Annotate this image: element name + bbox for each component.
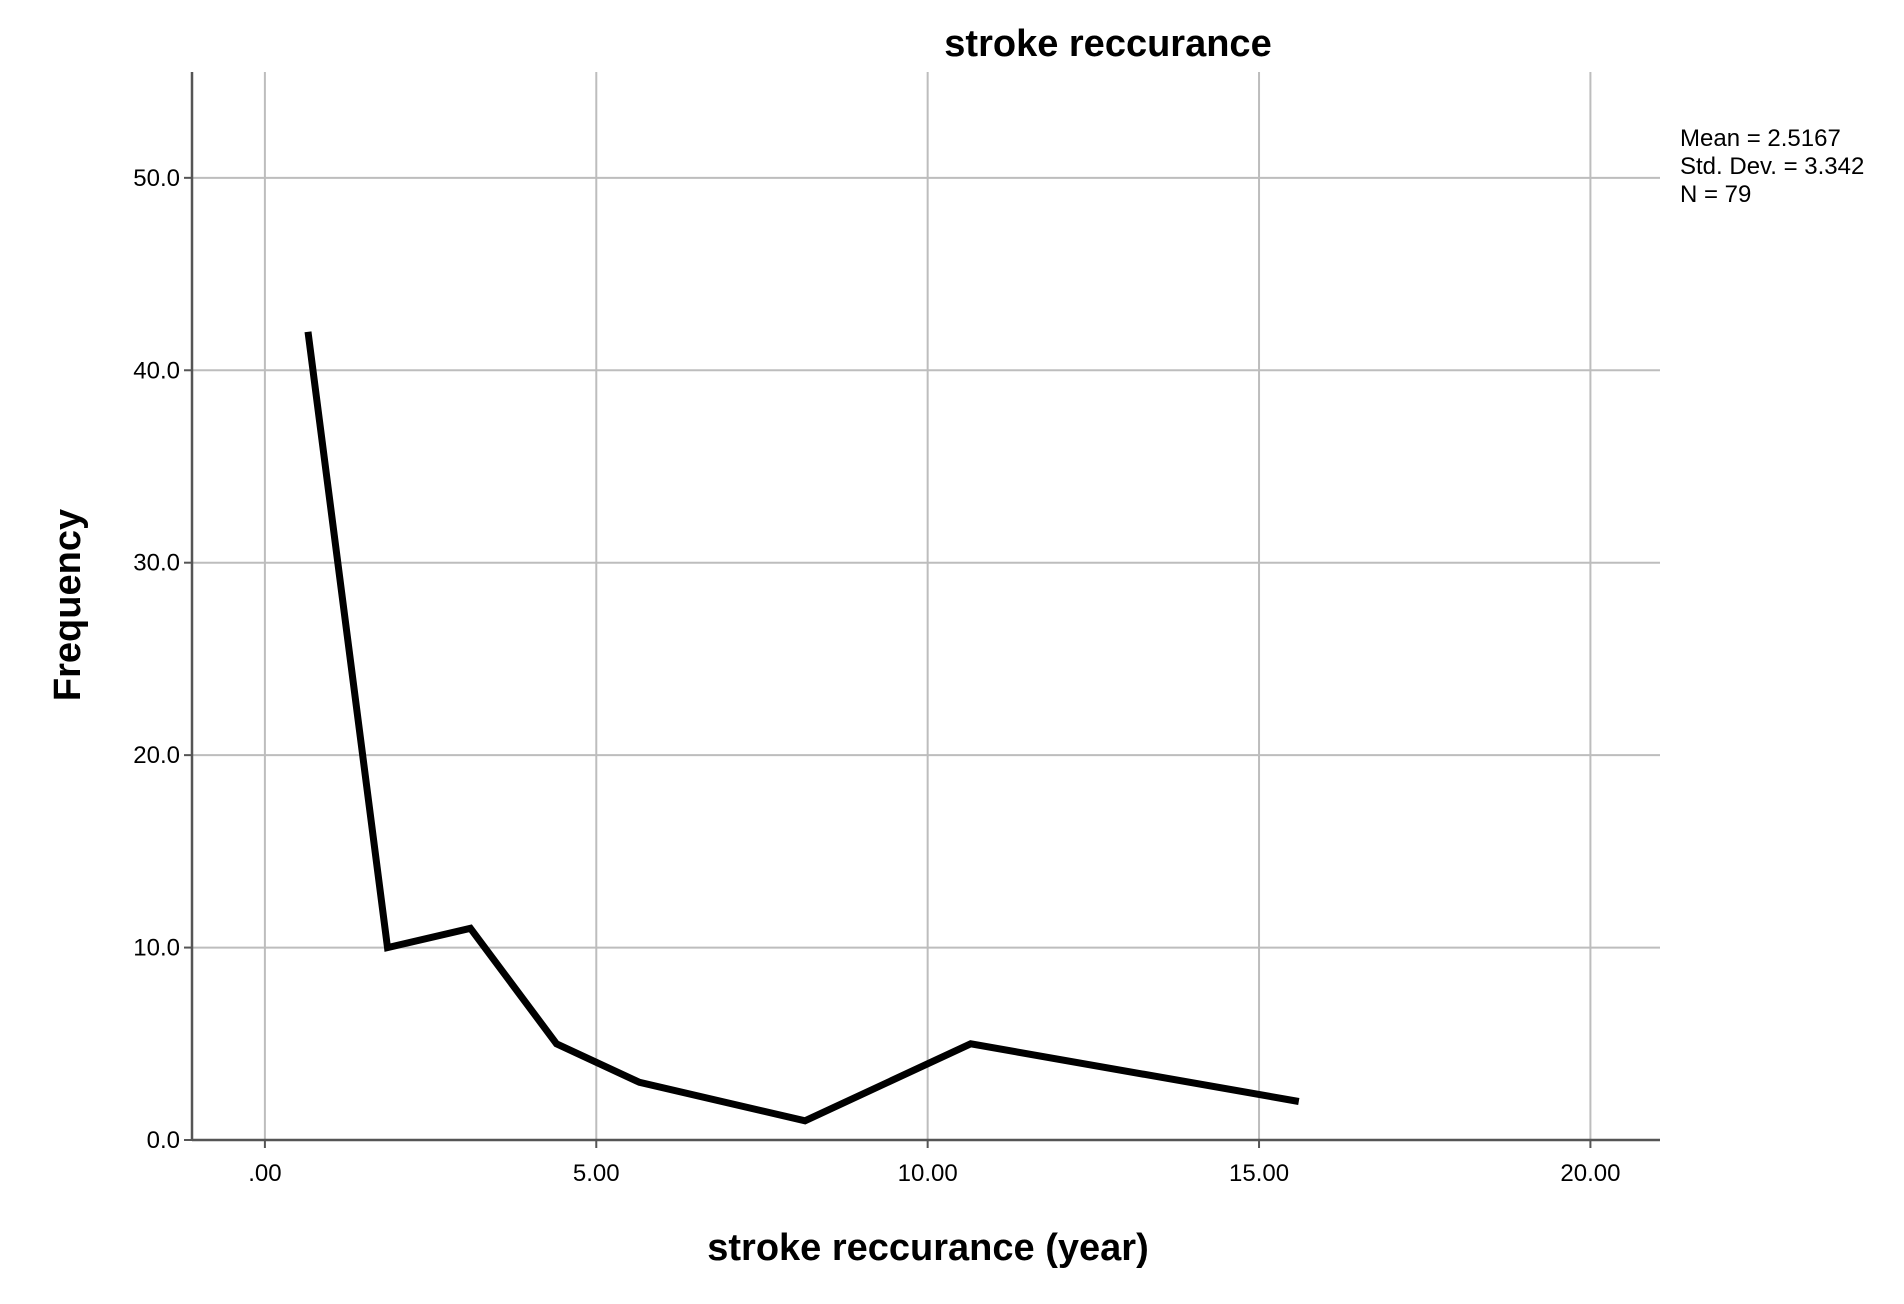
y-tick-label: 10.0: [133, 935, 180, 962]
y-axis-label: Frequency: [47, 509, 89, 701]
axes: [190, 72, 1660, 1142]
x-tick-label: 20.00: [1560, 1160, 1620, 1187]
y-tick-label: 0.0: [147, 1127, 180, 1154]
y-tick-label: 20.0: [133, 742, 180, 769]
chart-title: stroke reccurance: [944, 23, 1271, 65]
stats-line: Mean = 2.5167: [1680, 125, 1841, 152]
stats-line: N = 79: [1680, 181, 1751, 208]
x-tick-label: .00: [248, 1160, 281, 1187]
tick-labels: .00 5.00 10.00 15.00 20.00 0.0 10.0 20.0 30.0 40.…: [133, 165, 1620, 1187]
y-tick-label: 30.0: [133, 550, 180, 577]
x-axis-label: stroke reccurance (year): [707, 1227, 1148, 1269]
grid-lines: [192, 72, 1660, 1140]
frequency-line: [304, 331, 1300, 1125]
x-tick-label: 15.00: [1229, 1160, 1289, 1187]
y-tick-label: 50.0: [133, 165, 180, 192]
y-tick-label: 40.0: [133, 357, 180, 384]
x-tick-label: 5.00: [573, 1160, 620, 1187]
series: [304, 331, 1300, 1125]
x-tick-label: 10.00: [898, 1160, 958, 1187]
stats-line: Std. Dev. = 3.342: [1680, 153, 1864, 180]
